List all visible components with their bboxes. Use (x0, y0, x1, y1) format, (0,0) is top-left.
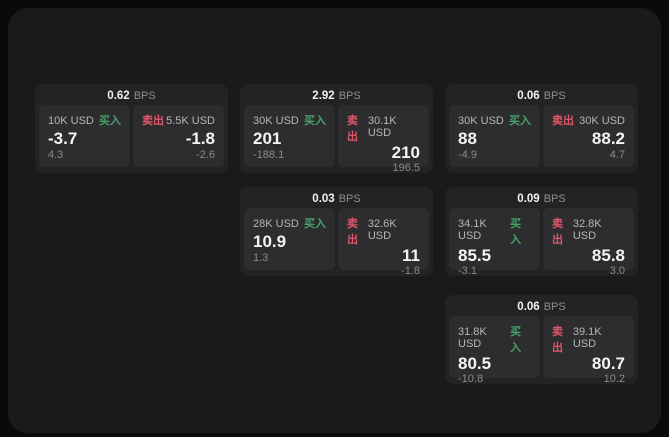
buy-delta: -188.1 (253, 149, 285, 161)
bps-unit-label: BPS (543, 90, 566, 102)
sell-tag: 卖出 (552, 115, 574, 127)
bps-value: 0.06 (517, 90, 540, 102)
buy-price: 85.5 (458, 246, 492, 265)
buy-size-label: 34.1K USD (458, 218, 487, 242)
sell-size-label: 30.1K USD (367, 115, 397, 139)
sell-delta: -1.8 (401, 264, 420, 277)
bps-value: 0.06 (517, 301, 540, 313)
quote-card: 0.03 BPS 28K USD 买入 10.9 1.3 卖出 32.6K US… (240, 187, 433, 277)
bps-value: 0.62 (107, 90, 130, 102)
bps-unit-label: BPS (338, 90, 361, 102)
sell-price: 88.2 (591, 128, 625, 148)
buy-price: 88 (458, 128, 477, 148)
sell-size-label: 30K USD (579, 115, 625, 127)
sell-price: 80.7 (591, 354, 625, 373)
buy-price: -3.7 (48, 128, 78, 148)
bps-value: 2.92 (312, 90, 335, 102)
sell-size-label: 32.6K USD (367, 218, 397, 242)
buy-size-label: 31.8K USD (458, 326, 487, 350)
quote-card: 0.62 BPS 10K USD 买入 -3.7 4.3 卖出 5.5K USD… (35, 84, 228, 173)
buy-tag: 买入 (510, 326, 522, 354)
sell-size-label: 5.5K USD (166, 115, 215, 127)
bps-value: 0.09 (517, 193, 540, 205)
app-panel: 0.62 BPS 10K USD 买入 -3.7 4.3 卖出 5.5K USD… (8, 8, 661, 433)
buy-size-label: 30K USD (458, 115, 504, 127)
buy-quote-panel[interactable]: 30K USD 买入 201 -188.1 (244, 105, 335, 167)
sell-size-label: 32.8K USD (572, 218, 602, 242)
buy-size-label: 30K USD (253, 115, 299, 127)
sell-price: 85.8 (591, 246, 625, 265)
buy-tag: 买入 (510, 218, 522, 246)
bps-unit-label: BPS (133, 90, 156, 102)
bps-header: 0.03 BPS (240, 187, 433, 208)
sell-quote-panel[interactable]: 卖出 32.6K USD 11 -1.8 (338, 208, 429, 277)
sell-tag: 卖出 (552, 326, 563, 354)
buy-quote-panel[interactable]: 28K USD 买入 10.9 1.3 (244, 208, 335, 270)
sell-quote-panel[interactable]: 卖出 30.1K USD 210 196.5 (338, 105, 429, 174)
quote-card: 0.06 BPS 31.8K USD 买入 80.5 -10.8 卖出 39.1… (445, 295, 638, 385)
buy-price: 10.9 (253, 231, 287, 251)
sell-quote-panel[interactable]: 卖出 39.1K USD 80.7 10.2 (543, 316, 634, 385)
buy-quote-panel[interactable]: 31.8K USD 买入 80.5 -10.8 (449, 316, 540, 385)
sell-quote-panel[interactable]: 卖出 5.5K USD -1.8 -2.6 (133, 105, 224, 167)
sell-delta: 10.2 (603, 372, 625, 385)
buy-delta: -4.9 (458, 149, 477, 161)
sell-delta: 4.7 (609, 149, 625, 161)
buy-tag: 买入 (509, 115, 531, 127)
sell-price: 210 (391, 143, 420, 162)
sell-price: -1.8 (185, 128, 215, 148)
bps-unit-label: BPS (338, 193, 361, 205)
sell-size-label: 39.1K USD (572, 326, 602, 350)
sell-delta: 3.0 (609, 264, 625, 277)
buy-delta: -10.8 (458, 372, 484, 385)
sell-delta: -2.6 (196, 149, 215, 161)
bps-header: 0.62 BPS (35, 84, 228, 105)
quote-card: 0.06 BPS 30K USD 买入 88 -4.9 卖出 30K USD 8… (445, 84, 638, 173)
buy-quote-panel[interactable]: 10K USD 买入 -3.7 4.3 (39, 105, 130, 167)
buy-price: 201 (253, 128, 282, 148)
sell-tag: 卖出 (347, 115, 358, 143)
sell-delta: 196.5 (392, 161, 420, 174)
bps-value: 0.03 (312, 193, 335, 205)
bps-header: 0.06 BPS (445, 295, 638, 316)
buy-price: 80.5 (458, 354, 492, 373)
buy-tag: 买入 (99, 115, 121, 127)
buy-size-label: 10K USD (48, 115, 94, 127)
sell-tag: 卖出 (347, 218, 358, 246)
buy-tag: 买入 (304, 218, 326, 230)
sell-tag: 卖出 (142, 115, 164, 127)
buy-tag: 买入 (304, 115, 326, 127)
bps-unit-label: BPS (543, 193, 566, 205)
bps-header: 2.92 BPS (240, 84, 433, 105)
sell-price: 11 (402, 246, 420, 265)
bps-header: 0.06 BPS (445, 84, 638, 105)
bps-header: 0.09 BPS (445, 187, 638, 208)
buy-delta: 1.3 (253, 252, 269, 264)
bps-unit-label: BPS (543, 301, 566, 313)
buy-size-label: 28K USD (253, 218, 299, 230)
sell-tag: 卖出 (552, 218, 563, 246)
quote-card: 2.92 BPS 30K USD 买入 201 -188.1 卖出 30.1K … (240, 84, 433, 174)
sell-quote-panel[interactable]: 卖出 32.8K USD 85.8 3.0 (543, 208, 634, 277)
buy-delta: 4.3 (48, 149, 64, 161)
sell-quote-panel[interactable]: 卖出 30K USD 88.2 4.7 (543, 105, 634, 167)
buy-delta: -3.1 (458, 264, 477, 277)
quote-card: 0.09 BPS 34.1K USD 买入 85.5 -3.1 卖出 32.8K… (445, 187, 638, 277)
buy-quote-panel[interactable]: 30K USD 买入 88 -4.9 (449, 105, 540, 167)
buy-quote-panel[interactable]: 34.1K USD 买入 85.5 -3.1 (449, 208, 540, 277)
